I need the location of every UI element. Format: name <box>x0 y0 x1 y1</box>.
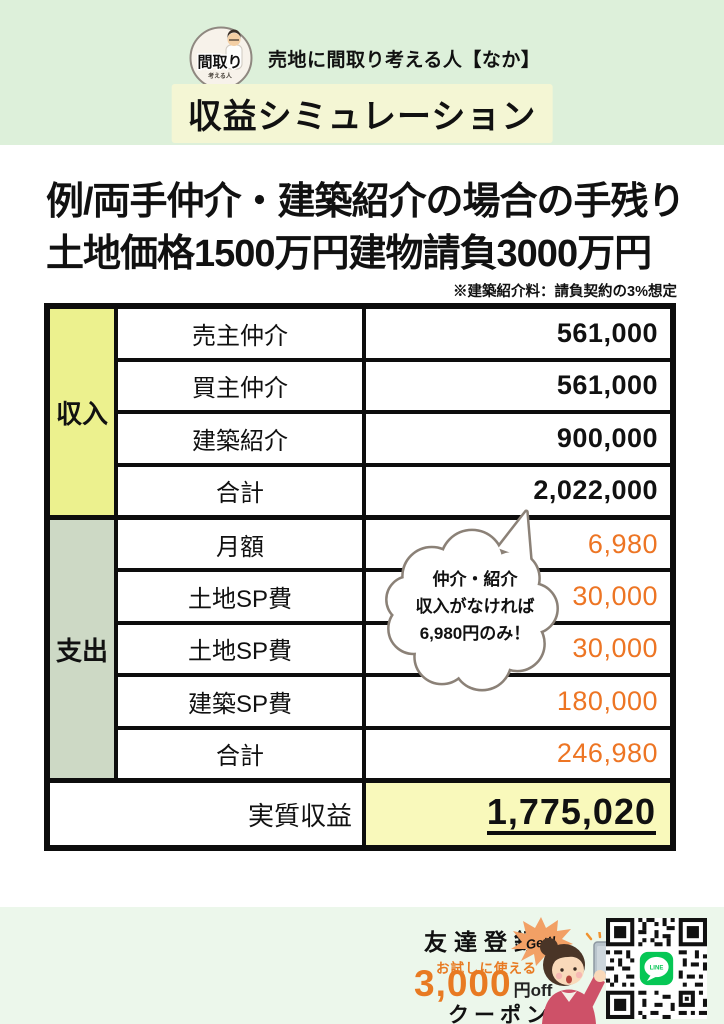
person-illustration <box>540 932 615 1024</box>
svg-text:間取り: 間取り <box>197 54 242 71</box>
expense-row-item: 土地SP費 <box>118 624 362 674</box>
total-value: 1,775,020 <box>366 783 670 845</box>
expense-section: 支出 月額 6,980 土地SP費 30,000 土地SP費 30,000 建築… <box>50 520 670 778</box>
expense-row-item: 合計 <box>118 729 362 778</box>
income-section: 収入 売主仲介 561,000 買主仲介 561,000 建築紹介 900,00… <box>50 309 670 515</box>
total-value-text: 1,775,020 <box>486 792 656 836</box>
income-row-value: 900,000 <box>366 414 670 463</box>
expense-row-item: 建築SP費 <box>118 677 362 726</box>
income-row-value: 2,022,000 <box>366 466 670 515</box>
coupon-label: クーポン <box>448 1004 552 1024</box>
expense-row-item: 月額 <box>118 520 362 569</box>
discount-amount: 3,000 <box>414 963 512 1004</box>
income-row-item: 売主仲介 <box>118 309 362 358</box>
svg-text:考える人: 考える人 <box>208 72 233 80</box>
speech-bubble-text: 仲介・紹介 収入がなければ 6,980円のみ！ <box>389 566 561 648</box>
header-band: 間取り 考える人 売地に間取り考える人【なか】 収益シミュレーション <box>0 0 724 145</box>
expense-row-value: 180,000 <box>366 677 670 726</box>
title-highlight: 収益シミュレーション <box>171 84 553 143</box>
main-heading: 例/両手仲介・建築紹介の場合の手残り 土地価格1500万円建物請負3000万円 <box>46 176 706 280</box>
heading-line-2: 土地価格1500万円建物請負3000万円 <box>46 233 652 275</box>
line-icon: LINE <box>636 948 677 989</box>
bubble-line-1: 仲介・紹介 <box>432 570 518 589</box>
total-label: 実質収益 <box>50 783 362 845</box>
expense-label: 支出 <box>50 520 114 778</box>
yen-off-label: 円off <box>513 981 553 1000</box>
income-row-item: 買主仲介 <box>118 361 362 410</box>
brand-logo: 間取り 考える人 <box>189 26 253 90</box>
heading-line-1: 例/両手仲介・建築紹介の場合の手残り <box>46 181 686 223</box>
expense-row-value: 246,980 <box>366 729 670 778</box>
footer-band: 友達登録 Get!! お試しに使える 3,000 円off クーポン <box>0 907 724 1024</box>
account-name: 売地に間取り考える人【なか】 <box>268 49 541 71</box>
income-row-value: 561,000 <box>366 361 670 410</box>
svg-text:LINE: LINE <box>650 966 664 972</box>
income-row-item: 合計 <box>118 466 362 515</box>
income-row-value: 561,000 <box>366 309 670 358</box>
bubble-line-2: 収入がなければ <box>415 597 535 617</box>
qr-code: LINE <box>606 918 707 1019</box>
trial-label: お試しに使える <box>436 961 538 976</box>
bubble-line-3: 6,980円のみ！ <box>419 624 531 644</box>
speech-bubble-cloud-icon <box>385 509 559 692</box>
assumption-note: ※建築紹介料：請負契約の3%想定 <box>453 284 677 300</box>
total-row: 実質収益 1,775,020 <box>50 783 670 845</box>
simulation-table: 収入 売主仲介 561,000 買主仲介 561,000 建築紹介 900,00… <box>44 303 676 851</box>
expense-row-item: 土地SP費 <box>118 572 362 621</box>
page-title: 収益シミュレーション <box>187 98 537 136</box>
discount-amount-row: 3,000 円off <box>414 963 552 1005</box>
madori-logo-icon: 間取り 考える人 <box>189 26 253 90</box>
income-row-item: 建築紹介 <box>118 414 362 463</box>
income-label: 収入 <box>50 309 114 515</box>
